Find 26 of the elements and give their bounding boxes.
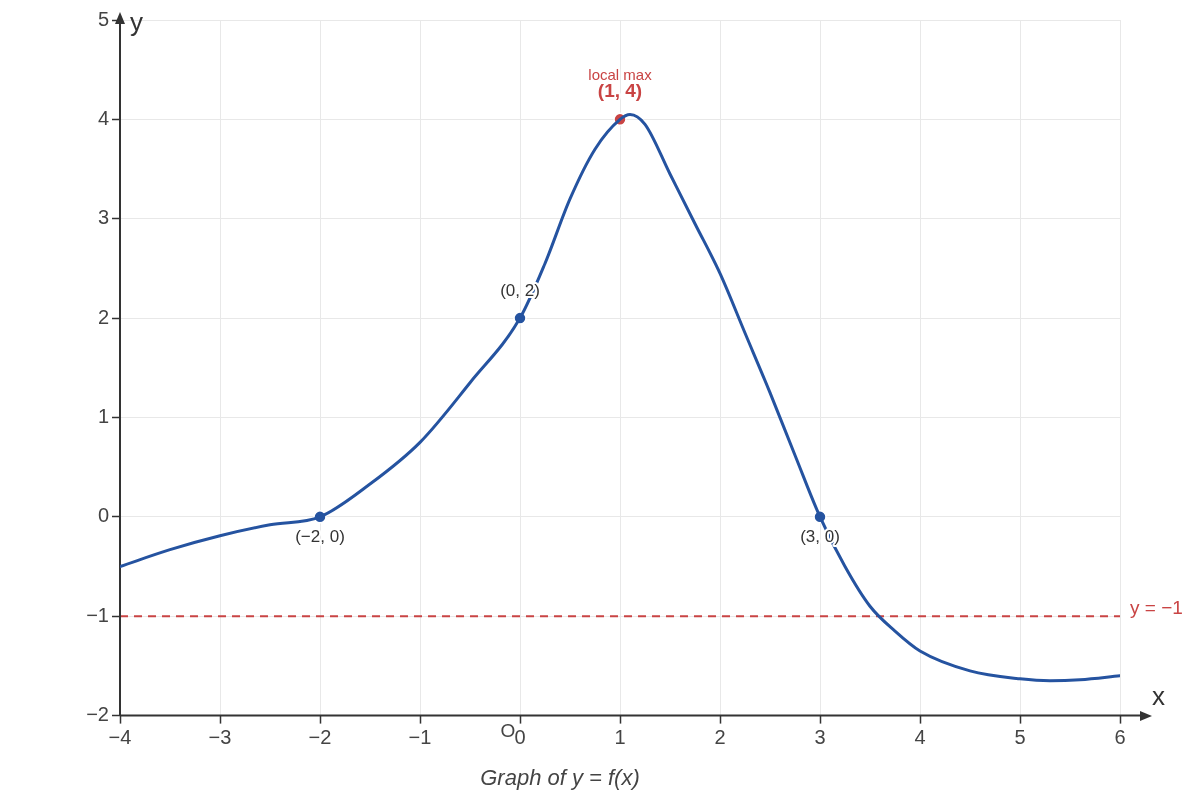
- y-tick-label: 2: [97, 305, 109, 328]
- x-tick-label: 0: [514, 726, 526, 749]
- y-axis-title: y: [130, 7, 143, 38]
- x-tick-label: 6: [1114, 726, 1126, 749]
- x-tick-label: −3: [208, 726, 232, 749]
- x-tick-label: 5: [1014, 726, 1026, 749]
- x-tick-label: 4: [914, 726, 926, 749]
- y-tick-label: −2: [86, 703, 109, 726]
- ref-line-label: y = −1: [1130, 596, 1183, 618]
- x-tick-label: −4: [108, 726, 132, 749]
- text: Graph of y = f(x): [480, 764, 640, 790]
- y-tick-label: 5: [97, 7, 109, 30]
- line-series: [120, 112, 1120, 683]
- x-axis-title: x: [1152, 680, 1165, 711]
- x-tick-label: 1: [614, 726, 626, 749]
- y-tick-label: 3: [97, 206, 109, 229]
- annotation: (−2, 0): [295, 527, 345, 547]
- y-tick-label: 0: [97, 504, 109, 527]
- y-tick-label: 1: [97, 405, 109, 427]
- x-tick-label: 2: [714, 726, 726, 749]
- y-tick-label: −1: [86, 603, 109, 626]
- x-tick-label: 3: [814, 726, 826, 749]
- x-tick-label: −1: [408, 726, 432, 749]
- text: O: [500, 719, 516, 741]
- x-tick-label: −2: [308, 726, 332, 749]
- y-tick-label: 4: [97, 106, 109, 129]
